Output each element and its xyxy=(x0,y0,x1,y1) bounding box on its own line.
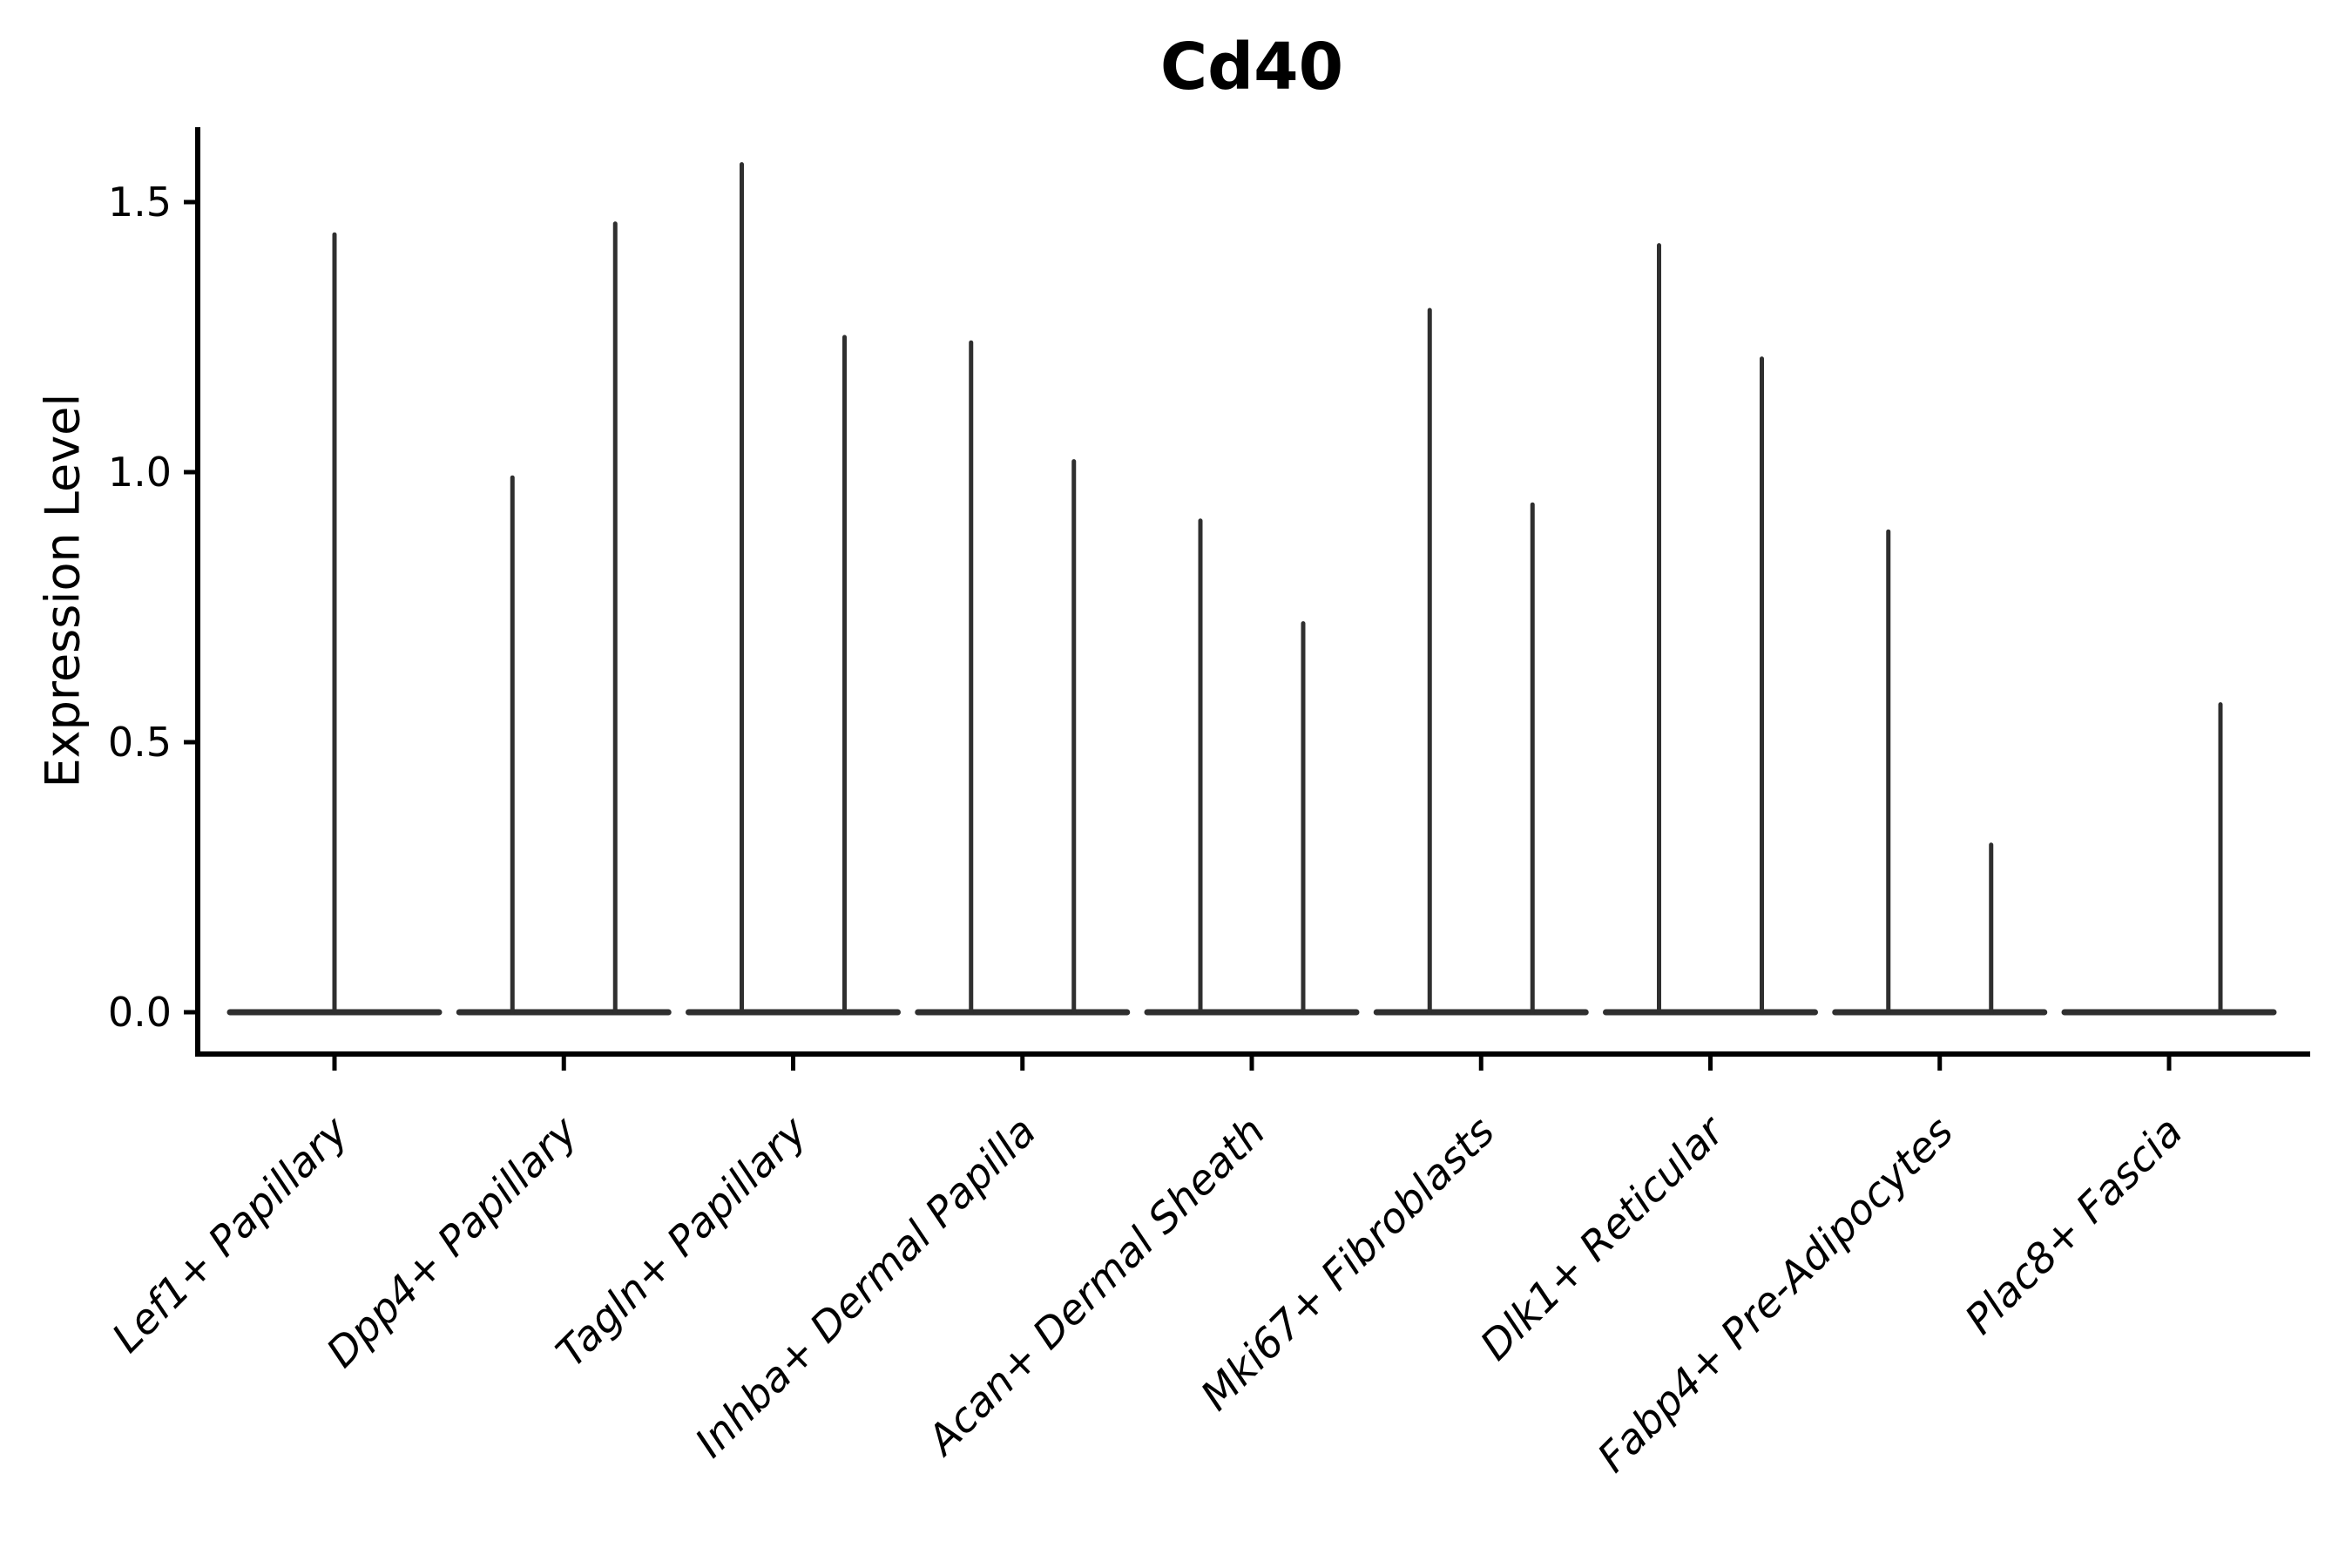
x-tick-label: Dlk1+ Reticular xyxy=(1471,1106,1735,1370)
x-tick-label: Lef1+ Papillary xyxy=(103,1107,358,1362)
y-tick-label: 1.0 xyxy=(108,449,172,496)
x-tick-label: Dpp4+ Papillary xyxy=(318,1107,588,1377)
x-tick-label: Plac8+ Fascia xyxy=(1956,1108,2192,1344)
x-tick-label: Tagln+ Papillary xyxy=(547,1107,817,1377)
chart-title: Cd40 xyxy=(1159,30,1344,105)
y-tick-label: 1.5 xyxy=(108,179,172,226)
y-tick-label: 0.0 xyxy=(108,989,172,1036)
y-tick-label: 0.5 xyxy=(108,719,172,766)
